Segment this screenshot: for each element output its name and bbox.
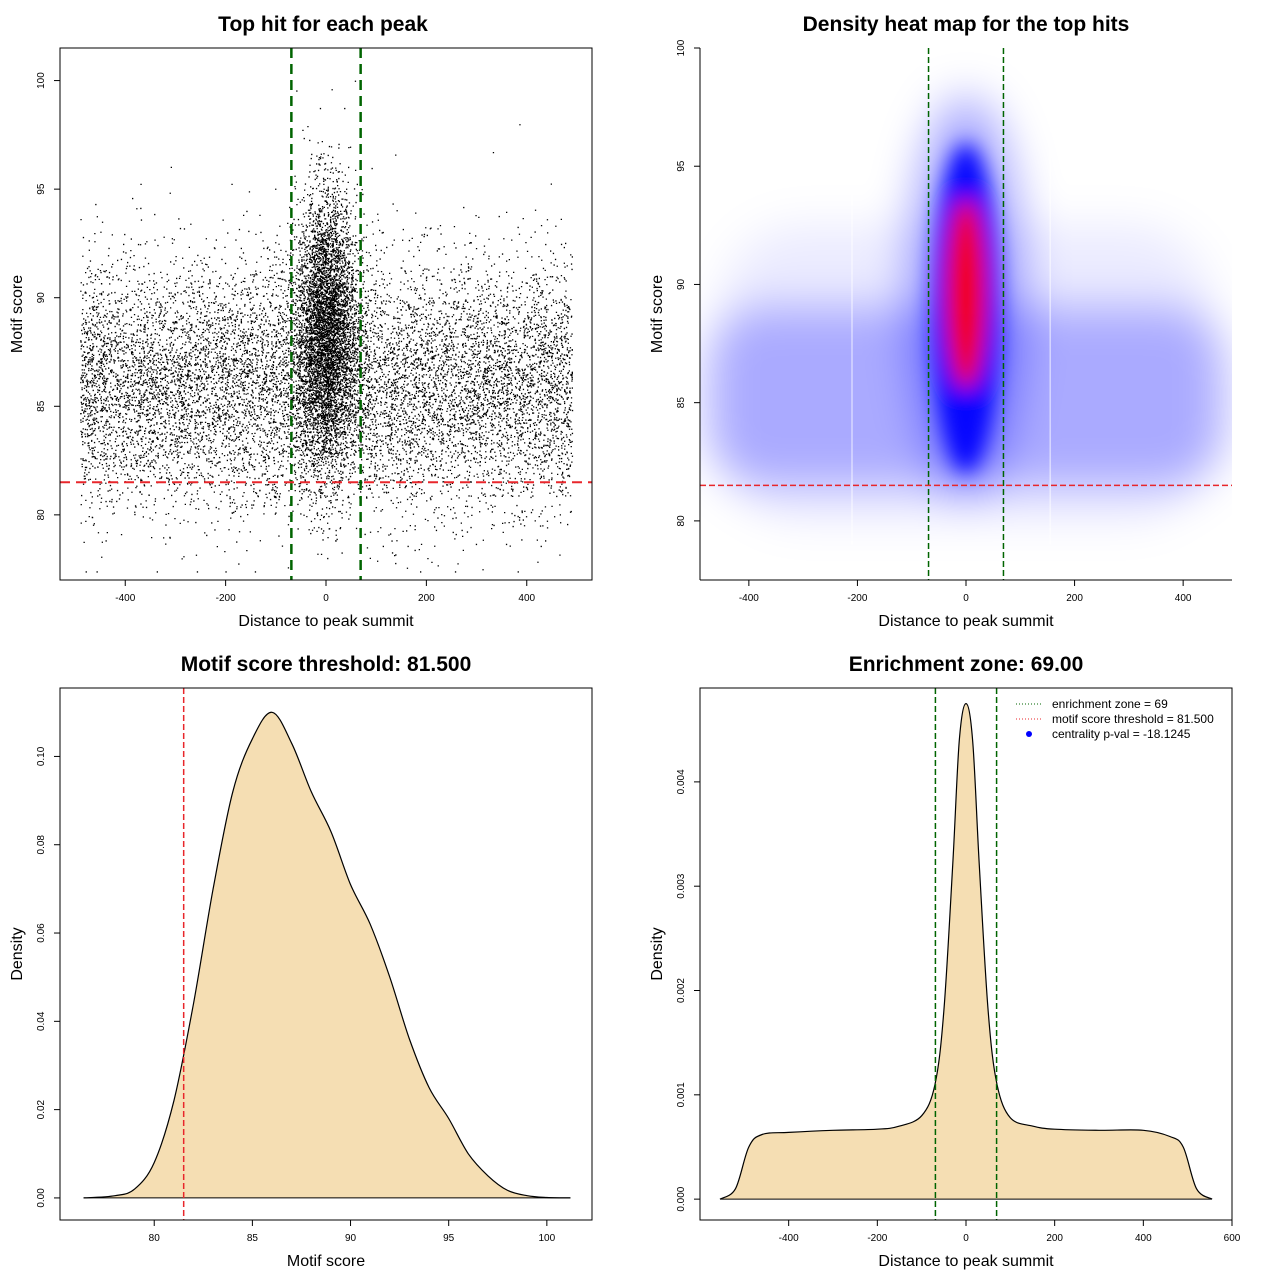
heatmap-density-blobs	[705, 71, 1227, 545]
heatmap-y-label: Motif score	[649, 275, 666, 353]
heatmap-x-tick-label: 400	[1175, 593, 1192, 604]
scatter-y-tick-label: 95	[36, 183, 47, 195]
score-x-tick-label: 90	[345, 1233, 357, 1244]
position-x-tick-label: -400	[779, 1233, 799, 1244]
scatter-y-tick-label: 100	[36, 72, 47, 89]
score-density-fill	[83, 712, 571, 1198]
score-x-tick-label: 80	[149, 1233, 161, 1244]
score-x-axis: 80 85 90 95 100	[149, 1220, 556, 1244]
scatter-x-tick-label: 400	[518, 593, 535, 604]
position-y-tick-label: 0.003	[676, 873, 687, 898]
position-x-axis: -400 -200 0 200 400 600	[779, 1220, 1241, 1244]
scatter-x-axis: -400 -200 0 200 400	[115, 580, 536, 604]
score-x-tick-label: 100	[539, 1233, 556, 1244]
scatter-y-tick-label: 80	[36, 509, 47, 521]
score-density-curve	[83, 711, 571, 1199]
scatter-x-tick-label: -200	[216, 593, 236, 604]
score-x-label: Motif score	[287, 1253, 365, 1270]
heatmap-title: Density heat map for the top hits	[803, 13, 1130, 36]
position-legend: enrichment zone = 69 motif score thresho…	[1016, 697, 1214, 741]
legend-label-enrichment-zone: enrichment zone = 69	[1052, 697, 1168, 711]
score-density-title: Motif score threshold: 81.500	[181, 653, 472, 676]
position-x-tick-label: 200	[1046, 1233, 1063, 1244]
heatmap-y-tick-label: 80	[676, 515, 687, 527]
score-y-tick-label: 0.00	[36, 1188, 47, 1208]
heatmap-core-layer	[932, 143, 1000, 474]
legend-key-centrality-pval	[1026, 731, 1032, 737]
score-density-panel: Motif score threshold: 81.500 80 85 90 95 10…	[9, 653, 593, 1270]
position-y-axis: 0.000 0.001 0.002 0.003 0.004	[676, 769, 700, 1212]
position-y-label: Density	[649, 927, 666, 980]
legend-label-centrality-pval: centrality p-val = -18.1245	[1052, 727, 1191, 741]
position-x-tick-label: 0	[963, 1233, 969, 1244]
scatter-x-label: Distance to peak summit	[238, 613, 414, 630]
score-y-label: Density	[9, 927, 26, 980]
heatmap-panel: Density heat map for the top hits -400 -2…	[649, 13, 1232, 630]
position-density-panel: Enrichment zone: 69.00 -400 -200 0 200 400 60…	[649, 653, 1241, 1270]
scatter-x-tick-label: 0	[323, 593, 329, 604]
scatter-x-tick-label: 200	[418, 593, 435, 604]
scatter-y-label: Motif score	[9, 275, 26, 353]
position-y-tick-label: 0.000	[676, 1186, 687, 1211]
position-density-fill	[720, 703, 1213, 1200]
heatmap-y-tick-label: 100	[676, 39, 687, 56]
scatter-title: Top hit for each peak	[218, 13, 428, 36]
position-x-tick-label: -200	[867, 1233, 887, 1244]
heatmap-surface	[700, 48, 1232, 580]
score-plot-frame	[59, 687, 593, 1221]
scatter-y-axis: 80 85 90 95 100	[36, 72, 60, 521]
heatmap-x-tick-label: 200	[1066, 593, 1083, 604]
score-x-tick-label: 95	[443, 1233, 455, 1244]
position-density-curve	[719, 702, 1213, 1200]
position-x-tick-label: 400	[1135, 1233, 1152, 1244]
position-y-tick-label: 0.001	[676, 1082, 687, 1107]
score-y-tick-label: 0.06	[36, 923, 47, 943]
heatmap-x-tick-label: -200	[847, 593, 867, 604]
heatmap-y-tick-label: 85	[676, 397, 687, 409]
legend-label-motif-threshold: motif score threshold = 81.500	[1052, 712, 1214, 726]
scatter-y-tick-label: 85	[36, 400, 47, 412]
scatter-points	[80, 80, 574, 573]
heatmap-central-peak	[946, 198, 986, 389]
scatter-x-tick-label: -400	[115, 593, 135, 604]
heatmap-y-axis: 80 85 90 95 100	[676, 39, 700, 526]
scatter-plot-frame	[59, 47, 593, 581]
scatter-panel: Top hit for each peak -400 -200 0 200 400 80…	[9, 13, 593, 630]
heatmap-x-label: Distance to peak summit	[878, 613, 1054, 630]
heatmap-x-axis: -400 -200 0 200 400	[739, 580, 1192, 604]
score-y-tick-label: 0.08	[36, 835, 47, 855]
position-zone-lines	[934, 688, 998, 1220]
scatter-reference-lines	[60, 48, 592, 580]
scatter-dots	[80, 80, 574, 573]
score-y-axis: 0.00 0.02 0.04 0.06 0.08 0.10	[36, 746, 60, 1208]
heatmap-y-tick-label: 95	[676, 160, 687, 172]
score-y-tick-label: 0.02	[36, 1099, 47, 1119]
score-y-tick-label: 0.10	[36, 746, 47, 766]
position-y-tick-label: 0.002	[676, 978, 687, 1003]
heatmap-x-tick-label: -400	[739, 593, 759, 604]
score-y-tick-label: 0.04	[36, 1011, 47, 1031]
position-x-tick-label: 600	[1224, 1233, 1241, 1244]
heatmap-y-tick-label: 90	[676, 278, 687, 290]
position-density-line	[719, 702, 1213, 1200]
position-x-label: Distance to peak summit	[878, 1253, 1054, 1270]
heatmap-x-tick-label: 0	[963, 593, 969, 604]
position-density-title: Enrichment zone: 69.00	[849, 653, 1084, 676]
score-x-tick-label: 85	[247, 1233, 259, 1244]
score-density-line	[83, 711, 571, 1199]
heatmap-reference-lines	[700, 48, 1232, 580]
scatter-y-tick-label: 90	[36, 292, 47, 304]
position-y-tick-label: 0.004	[676, 769, 687, 794]
